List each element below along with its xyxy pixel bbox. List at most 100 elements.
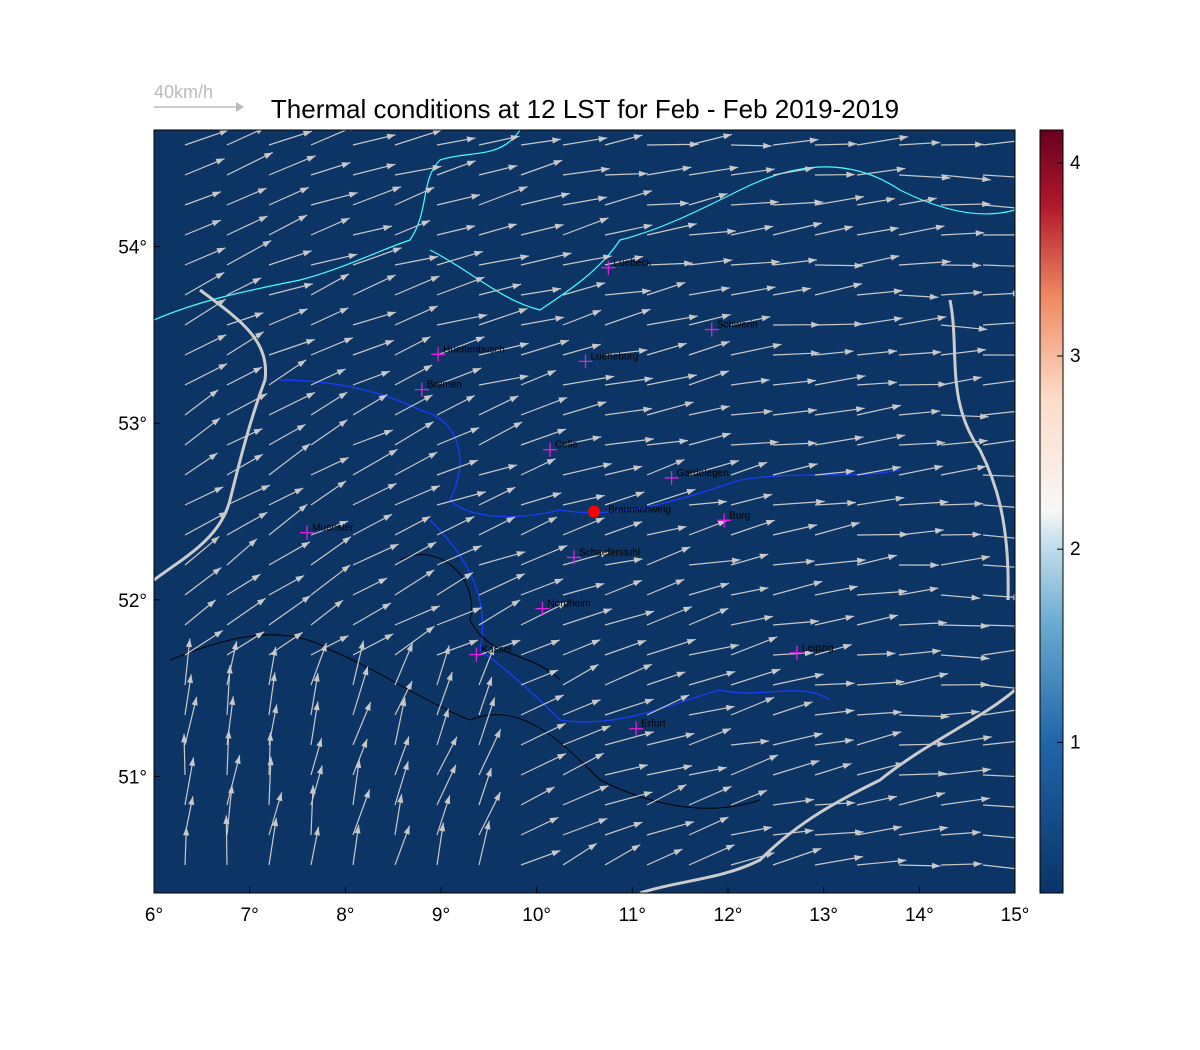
wind-arrow-head: [554, 694, 564, 702]
wind-arrow-head: [554, 223, 564, 230]
wind-arrow-head: [316, 765, 323, 775]
border: [948, 299, 1010, 601]
wind-arrow-head: [718, 193, 728, 199]
wind-arrow-head: [844, 225, 854, 232]
wind-arrow-head: [430, 485, 440, 492]
wind-arrow-head: [336, 369, 346, 376]
wind-arrow-head: [466, 136, 476, 143]
wind-arrow: [982, 774, 1015, 778]
wind-arrow-head: [218, 511, 228, 519]
wind-arrow-head: [764, 224, 774, 232]
wind-arrow-head: [848, 140, 857, 148]
wind-arrow-head: [681, 546, 691, 553]
wind-arrow-head: [591, 639, 601, 646]
wind-arrow-head: [1023, 505, 1032, 511]
wind-arrow-head: [301, 595, 311, 603]
wind-arrow-head: [208, 453, 218, 461]
wind-arrow-head: [400, 697, 407, 707]
wind-arrow-head: [847, 499, 856, 507]
wind-arrow-head: [645, 610, 655, 617]
wind-arrow-head: [425, 626, 435, 634]
wind-arrow-head: [556, 753, 566, 760]
wind-arrow: [982, 834, 1015, 839]
wind-arrow: [226, 755, 241, 806]
wind-arrow-head: [313, 826, 320, 836]
wind-arrow-head: [886, 196, 895, 203]
wind-arrow-head: [971, 594, 981, 601]
wind-arrow-head: [758, 790, 768, 797]
wind-arrow-head: [354, 824, 361, 834]
wind-arrow: [562, 725, 611, 746]
wind-arrow-head: [547, 370, 557, 377]
wind-arrow-head: [361, 739, 368, 749]
wind-arrow-head: [588, 843, 597, 851]
wind-arrow-head: [602, 254, 612, 261]
wind-arrow-head: [316, 738, 323, 748]
city-label: Muenster: [312, 523, 354, 534]
state-border: [279, 379, 901, 518]
wind-arrow-head: [633, 134, 643, 141]
wind-arrow-head: [470, 427, 480, 434]
state-border: [429, 519, 831, 723]
wind-arrow-head: [1015, 835, 1024, 841]
wind-arrow-head: [476, 491, 486, 498]
wind-arrow-head: [595, 517, 605, 524]
wind-arrow: [982, 174, 1015, 178]
wind-arrow-head: [892, 731, 902, 738]
wind-arrow-head: [722, 786, 732, 793]
colorbar: [1039, 129, 1064, 894]
wind-arrow-head: [231, 641, 238, 651]
wind-arrow-head: [262, 240, 272, 248]
wind-arrow-head: [306, 392, 315, 399]
contour: [169, 634, 761, 809]
wind-arrow: [982, 140, 1015, 146]
wind-arrow-head: [554, 578, 564, 585]
wind-arrow-head: [494, 729, 501, 739]
wind-arrow-head: [388, 449, 398, 457]
wind-arrow-head: [682, 165, 692, 172]
wind-arrow-head: [421, 336, 431, 344]
wind-arrow-head: [813, 580, 823, 587]
wind-arrow-head: [348, 191, 358, 198]
wind-arrow-head: [348, 253, 358, 260]
wind-arrow-head: [717, 766, 727, 773]
wind-arrow-head: [720, 341, 730, 348]
wind-arrow-head: [684, 260, 693, 267]
wind-arrow-head: [185, 638, 193, 648]
wind-arrow-head: [423, 364, 433, 372]
wind-arrow: [646, 223, 697, 236]
wind-arrow-head: [895, 495, 905, 502]
wind-arrow-head: [980, 413, 989, 420]
wind-arrow-head: [981, 554, 991, 562]
wind-arrow: [982, 439, 1015, 446]
wind-arrow-head: [978, 438, 988, 445]
wind-arrow-head: [1019, 866, 1028, 872]
wind-arrow-head: [449, 764, 456, 774]
wind-arrow-head: [854, 321, 863, 328]
wind-arrow-head: [297, 359, 307, 368]
wind-arrow-head: [428, 452, 438, 459]
wind-arrow: [814, 375, 866, 386]
wind-arrow-head: [814, 199, 824, 206]
wind-arrow-head: [1016, 377, 1025, 383]
wind-arrow: [772, 673, 824, 686]
wind-arrow-head: [601, 725, 611, 732]
wind-arrow-head: [383, 430, 393, 436]
city-label: Celle: [555, 440, 578, 451]
city-label: Bremen: [427, 380, 462, 391]
wind-arrow-head: [252, 277, 262, 285]
city-label: Huettenbusch: [443, 344, 505, 355]
wind-arrow-head: [421, 220, 431, 227]
city-marker: [789, 645, 804, 660]
wind-arrow-head: [216, 299, 226, 307]
wind-arrow-head: [932, 648, 941, 655]
wind-arrow-head: [253, 454, 263, 462]
wind-arrow-head: [936, 439, 946, 447]
wind-arrow-head: [763, 615, 773, 622]
wind-arrow-head: [392, 186, 401, 193]
wind-arrow-head: [559, 339, 569, 346]
wind-arrow-head: [1022, 473, 1031, 479]
wind-arrow-head: [1020, 804, 1029, 810]
wind-arrow-head: [299, 187, 309, 194]
wind-arrow-head: [898, 588, 908, 595]
